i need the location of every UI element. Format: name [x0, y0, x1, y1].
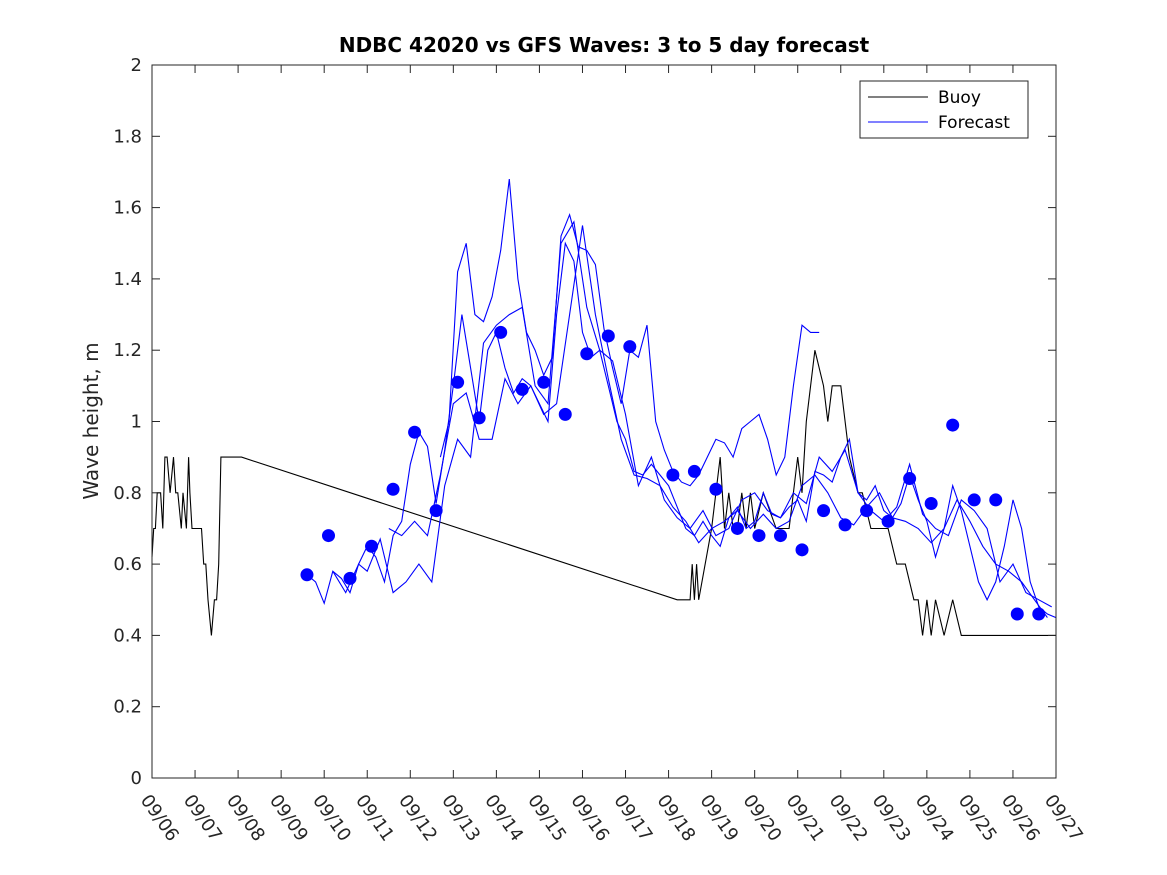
forecast-marker [321, 529, 335, 543]
forecast-marker [451, 375, 465, 389]
forecast-marker [838, 518, 852, 532]
plot-background [152, 65, 1056, 778]
x-tick-label: 09/27 [1040, 791, 1087, 846]
chart-title: NDBC 42020 vs GFS Waves: 3 to 5 day fore… [339, 33, 870, 57]
y-axis-label: Wave height, m [79, 342, 103, 499]
series-line-forecast-1 [306, 241, 1057, 619]
x-tick-label: 09/11 [351, 791, 398, 846]
y-tick-label: 1.2 [113, 340, 142, 361]
x-tick-label: 09/15 [523, 791, 570, 846]
forecast-marker [343, 571, 357, 585]
forecast-marker [472, 411, 486, 425]
forecast-marker [903, 472, 917, 486]
x-tick-label: 09/18 [652, 791, 699, 846]
forecast-marker [580, 347, 594, 361]
forecast-marker [558, 407, 572, 421]
legend-forecast-label: Forecast [938, 113, 1010, 133]
forecast-marker [1032, 607, 1046, 621]
x-tick-label: 09/12 [394, 791, 441, 846]
forecast-marker [946, 418, 960, 432]
forecast-marker [752, 529, 766, 543]
legend: Buoy Forecast [859, 80, 1029, 139]
y-tick-label: 0.8 [113, 483, 142, 504]
forecast-marker [300, 568, 314, 582]
y-tick-label: 0.2 [113, 697, 142, 718]
x-tick-label: 09/14 [480, 791, 527, 846]
x-tick-label: 09/17 [609, 791, 656, 846]
forecast-marker [817, 504, 831, 518]
x-tick-label: 09/22 [825, 791, 872, 846]
series-line-buoy [151, 350, 1056, 636]
x-tick-label: 09/10 [308, 791, 355, 846]
y-tick-label: 1 [131, 412, 142, 433]
y-tick-label: 0.6 [113, 554, 142, 575]
forecast-marker [386, 482, 400, 496]
forecast-marker [429, 504, 443, 518]
forecast-marker [924, 496, 938, 510]
x-tick-label: 09/08 [222, 791, 269, 846]
forecast-marker [515, 382, 529, 396]
x-tick-label: 09/19 [696, 791, 743, 846]
x-tick-label: 09/20 [739, 791, 786, 846]
x-tick-label: 09/26 [997, 791, 1044, 846]
forecast-marker [666, 468, 680, 482]
y-axis: 0 0.2 0.4 0.6 0.8 1 1.2 1.4 1.6 1.8 2 [113, 55, 1056, 789]
plot-area [151, 64, 1057, 779]
forecast-marker [730, 521, 744, 535]
forecast-marker [967, 493, 981, 507]
forecast-marker [709, 482, 723, 496]
forecast-marker [795, 543, 809, 557]
x-tick-label: 09/16 [566, 791, 613, 846]
y-tick-label: 1.8 [113, 126, 142, 147]
legend-buoy-label: Buoy [938, 88, 981, 108]
x-tick-label: 09/25 [954, 791, 1001, 846]
x-tick-label: 09/13 [437, 791, 484, 846]
legend-box [859, 80, 1029, 139]
x-tick-label: 09/07 [179, 791, 226, 846]
x-tick-label: 09/09 [265, 791, 312, 846]
forecast-marker [494, 325, 508, 339]
forecast-marker [537, 375, 551, 389]
x-tick-label: 09/06 [136, 791, 183, 846]
forecast-marker [623, 340, 637, 354]
x-tick-label: 09/21 [782, 791, 829, 846]
forecast-marker [365, 539, 379, 553]
forecast-marker [601, 329, 615, 343]
forecast-marker [408, 425, 422, 439]
forecast-marker [860, 504, 874, 518]
marker-layer [300, 325, 1046, 621]
series-line-forecast-3 [388, 225, 1048, 618]
y-tick-label: 0 [131, 768, 142, 789]
y-tick-label: 0.4 [113, 625, 142, 646]
y-tick-label: 1.4 [113, 269, 142, 290]
forecast-marker [773, 529, 787, 543]
forecast-marker [989, 493, 1003, 507]
forecast-marker [687, 464, 701, 478]
x-tick-label: 09/23 [868, 791, 915, 846]
x-tick-label: 09/24 [911, 791, 958, 846]
y-tick-label: 1.6 [113, 198, 142, 219]
forecast-marker [881, 514, 895, 528]
forecast-marker [1010, 607, 1024, 621]
y-tick-label: 2 [131, 55, 142, 76]
